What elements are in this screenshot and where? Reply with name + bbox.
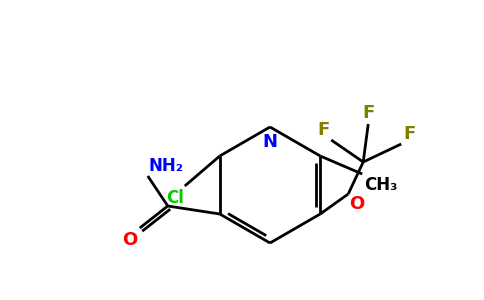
- Text: N: N: [262, 133, 277, 151]
- Text: O: O: [349, 195, 364, 213]
- Text: F: F: [317, 121, 329, 139]
- Text: O: O: [122, 231, 138, 249]
- Text: CH₃: CH₃: [364, 176, 397, 194]
- Text: F: F: [362, 104, 374, 122]
- Text: NH₂: NH₂: [149, 157, 184, 175]
- Text: F: F: [403, 125, 415, 143]
- Text: Cl: Cl: [166, 189, 184, 207]
